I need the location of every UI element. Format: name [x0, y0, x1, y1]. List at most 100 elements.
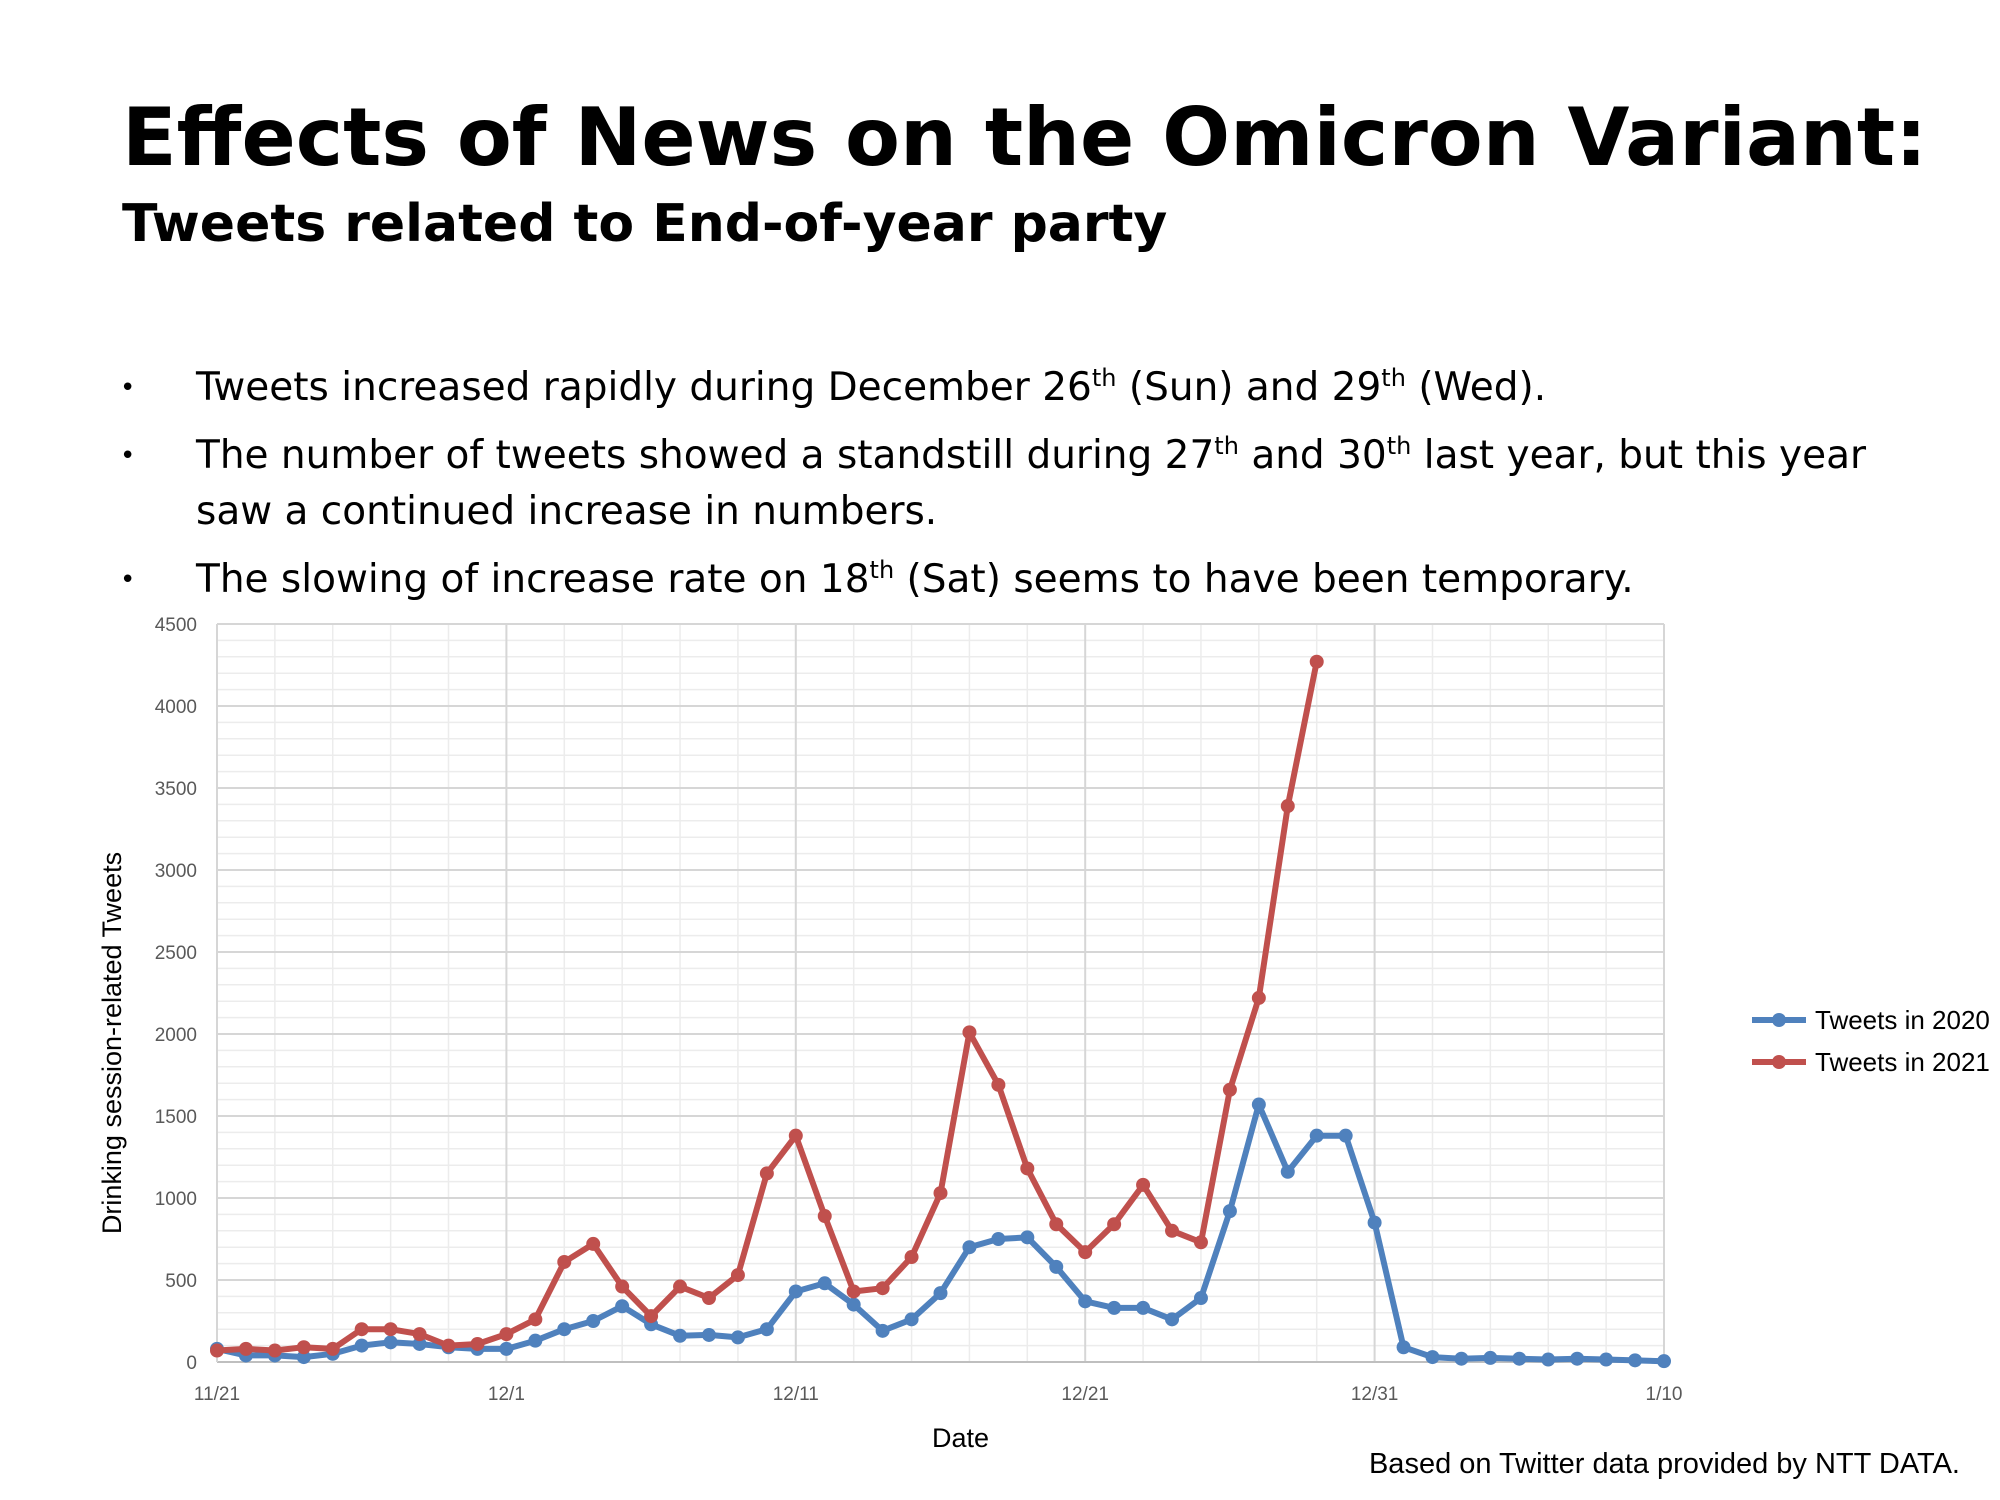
data-point [701, 1327, 716, 1342]
data-point [499, 1341, 514, 1356]
legend-item: Tweets in 2020 [1752, 1005, 1990, 1035]
x-axis-title: Date [932, 1423, 989, 1453]
data-point [1165, 1223, 1180, 1238]
data-point [470, 1336, 485, 1351]
legend-item: Tweets in 2021 [1752, 1047, 1990, 1077]
y-tick-label: 1000 [155, 1189, 197, 1210]
data-point [1251, 990, 1266, 1005]
data-point [1193, 1235, 1208, 1250]
slide-subtitle: Tweets related to End-of-year party [122, 194, 1168, 254]
data-point [615, 1299, 630, 1314]
bullet-item: • The slowing of increase rate on 18th (S… [120, 552, 1920, 608]
x-tick-label: 12/1 [488, 1384, 525, 1405]
legend-marker [1772, 1013, 1786, 1027]
data-point [1309, 654, 1324, 669]
ordinal-suffix: th [869, 556, 895, 584]
data-point [1628, 1353, 1643, 1368]
data-point [701, 1291, 716, 1306]
data-point [383, 1335, 398, 1350]
data-point [210, 1343, 224, 1358]
data-point [1107, 1300, 1122, 1315]
data-point [846, 1297, 861, 1312]
data-point [1570, 1351, 1585, 1366]
data-point [1193, 1291, 1208, 1306]
y-tick-label: 0 [186, 1353, 197, 1374]
bullet-text: (Sun) and 29 [1116, 365, 1382, 410]
y-tick-label: 3500 [155, 779, 197, 800]
data-point [1454, 1351, 1469, 1366]
data-point [383, 1322, 398, 1337]
data-point [933, 1286, 948, 1301]
data-point [817, 1209, 832, 1224]
data-point [296, 1350, 311, 1365]
data-point [1049, 1259, 1064, 1274]
data-point [730, 1268, 745, 1283]
bullet-text: The number of tweets showed a standstill… [196, 433, 1215, 478]
data-point [875, 1323, 890, 1338]
bullet-item: • Tweets increased rapidly during Decembe… [120, 360, 1920, 416]
data-point [788, 1128, 803, 1143]
data-point [1020, 1230, 1035, 1245]
data-point [296, 1340, 311, 1355]
data-point [1367, 1215, 1382, 1230]
ordinal-suffix: th [1214, 432, 1239, 460]
data-point [1512, 1351, 1527, 1366]
data-point [1338, 1128, 1353, 1143]
data-point [1251, 1097, 1266, 1112]
y-tick-label: 3000 [155, 861, 197, 882]
legend-marker [1772, 1055, 1786, 1069]
data-point [1078, 1245, 1093, 1260]
data-point [615, 1279, 630, 1294]
bullet-text: (Wed). [1405, 365, 1547, 410]
slide-title: Effects of News on the Omicron Variant: [122, 91, 1928, 184]
data-point [499, 1327, 514, 1342]
data-point [325, 1341, 340, 1356]
bullet-text: The slowing of increase rate on 18 [196, 557, 870, 602]
bullet-text: and 30 [1238, 433, 1387, 478]
y-tick-label: 4500 [155, 615, 197, 636]
x-tick-label: 12/21 [1061, 1384, 1109, 1405]
legend-label: Tweets in 2020 [1815, 1005, 1990, 1035]
data-point [644, 1309, 659, 1324]
x-tick-label: 11/21 [194, 1384, 240, 1405]
data-point [238, 1341, 253, 1356]
data-point [759, 1166, 774, 1181]
bullet-list: • Tweets increased rapidly during Decembe… [120, 360, 1920, 620]
data-point [673, 1328, 688, 1343]
ordinal-suffix: th [1386, 432, 1412, 460]
data-point [933, 1186, 948, 1201]
bullet-marker: • [120, 373, 136, 403]
series-group [210, 654, 1324, 1358]
data-point [730, 1330, 745, 1345]
data-point [817, 1276, 832, 1291]
data-point [991, 1077, 1006, 1092]
data-point [846, 1284, 861, 1299]
data-point [557, 1254, 572, 1269]
ordinal-suffix: th [1381, 364, 1406, 392]
data-point [1657, 1354, 1671, 1369]
y-axis-title: Drinking session-related Tweets [97, 852, 127, 1234]
data-point [991, 1232, 1006, 1246]
data-point [673, 1279, 688, 1294]
y-tick-label: 2000 [155, 1025, 197, 1046]
data-point [586, 1314, 601, 1328]
data-point [412, 1336, 427, 1351]
data-point [1309, 1128, 1324, 1143]
data-point [354, 1338, 369, 1353]
data-point [528, 1312, 543, 1327]
data-point [1599, 1352, 1614, 1367]
bullet-item: • The number of tweets showed a standstil… [120, 428, 1920, 540]
data-point [788, 1284, 803, 1299]
y-tick-label: 1500 [155, 1107, 197, 1128]
data-point [1483, 1350, 1498, 1365]
data-point [586, 1236, 601, 1251]
data-point [759, 1322, 774, 1337]
data-point [962, 1025, 977, 1040]
data-point [1136, 1177, 1151, 1192]
bullet-text: last year, but this year saw a continued… [196, 433, 1867, 534]
y-tick-label: 4000 [155, 697, 197, 718]
x-tick-label: 1/10 [1646, 1384, 1683, 1405]
data-point [904, 1312, 919, 1327]
bullet-marker: • [120, 565, 136, 595]
